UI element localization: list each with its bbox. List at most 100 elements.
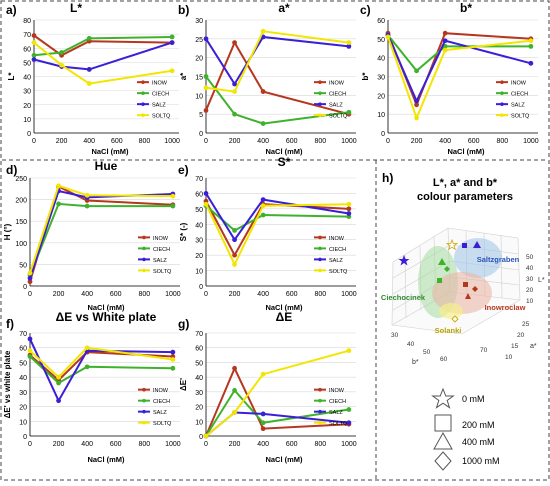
data-point-salz-c — [528, 60, 534, 66]
data-point-ciech-g — [260, 420, 266, 426]
series-line-salz-c — [387, 34, 532, 104]
data-point-ciech-a — [31, 52, 37, 58]
legend-diamond-icon — [434, 451, 452, 471]
x-tick-label-f: 600 — [110, 441, 122, 448]
x-tick-label-b: 0 — [204, 138, 208, 145]
l-tick-40: 40 — [526, 265, 534, 272]
legend-label-salz-g: SALZ — [329, 410, 343, 416]
data-point-soltq-d — [56, 183, 61, 189]
b-tick-30: 30 — [391, 332, 399, 339]
x-tick-label-f: 200 — [53, 441, 65, 448]
y-tick-label-a: 80 — [23, 18, 31, 25]
y-tick-label-a: 50 — [23, 60, 31, 67]
series-line-soltq-a — [33, 41, 173, 85]
x-tick-label-a: 200 — [56, 138, 68, 145]
y-tick-label-c: 50 — [377, 37, 385, 44]
legend-label-ciech-d: CIECH — [153, 247, 170, 253]
data-point-ciech-f — [56, 380, 61, 386]
legend-marker-salz-a — [141, 102, 145, 106]
chart-panel-e: e) S* 0 10 20 30 40 50 60 70 0 200 400 600 800 1000 NaCl… — [178, 155, 357, 312]
legend-marker-inow-g — [318, 387, 322, 392]
y-tick-label-g: 40 — [195, 375, 203, 382]
x-tick-label-f: 800 — [138, 441, 150, 448]
data-point-inow-d — [27, 279, 33, 285]
y-tick-label-f: 20 — [19, 405, 27, 412]
legend-label-ciech-f: CIECH — [153, 399, 170, 405]
legend-label-soltq-d: SOLTQ — [153, 269, 172, 275]
x-tick-label-b: 1000 — [341, 138, 357, 145]
legend-label-salz-e: SALZ — [329, 258, 343, 264]
data-point-soltq-f — [170, 357, 176, 362]
x-tick-label-d: 800 — [138, 291, 150, 298]
panel-h-title-line1: L*, a* and b* — [433, 177, 498, 189]
data-point-salz-f — [27, 336, 33, 342]
x-axis-label-a: NaCl (mM) — [91, 147, 129, 156]
chart-title-b: a* — [278, 1, 290, 15]
data-point-salz-f — [56, 398, 61, 404]
legend-label-ciech-g: CIECH — [329, 399, 346, 405]
data-point-soltq-a — [169, 68, 175, 74]
series-line-soltq-e — [205, 203, 349, 267]
x-tick-label-b: 600 — [286, 138, 298, 145]
legend-square-icon — [434, 414, 452, 432]
legend-label-soltq-c: SOLTQ — [511, 114, 530, 120]
data-point-salz-b — [346, 43, 352, 49]
x-tick-label-g: 600 — [286, 441, 298, 448]
data-point-soltq-c — [385, 34, 391, 40]
point-square-salz — [462, 243, 467, 248]
x-tick-label-d: 200 — [53, 291, 65, 298]
data-point-soltq-e — [346, 201, 352, 207]
data-point-inow-b — [260, 89, 266, 94]
series-line-inow-g — [205, 365, 349, 437]
legend-marker-soltq-g — [318, 420, 322, 425]
y-tick-label-b: 30 — [195, 18, 203, 25]
x-tick-label-g: 0 — [204, 441, 208, 448]
data-point-ciech-d — [84, 203, 90, 209]
l-tick-10: 10 — [526, 298, 534, 305]
y-tick-label-a: 10 — [23, 117, 31, 124]
x-tick-label-e: 600 — [286, 291, 298, 298]
scatter-points — [398, 238, 481, 323]
x-tick-label-b: 200 — [229, 138, 241, 145]
y-tick-label-b: 20 — [195, 56, 203, 63]
legend-marker-salz-c — [500, 102, 504, 106]
legend-marker-soltq-d — [142, 268, 146, 273]
x-axis-label-f: NaCl (mM) — [87, 455, 125, 464]
y-axis-label-f: ΔE' vs white plate — [3, 350, 12, 418]
series-line-soltq-d — [29, 184, 173, 274]
legend-marker-ciech-e — [318, 246, 322, 251]
data-point-salz-e — [346, 211, 352, 216]
x-tick-label-g: 200 — [229, 441, 241, 448]
cluster-label-ciechocinek: Ciechocinek — [381, 293, 426, 302]
y-tick-label-d: 100 — [15, 241, 27, 248]
data-point-soltq-a — [86, 81, 92, 86]
x-tick-label-a: 1000 — [164, 138, 180, 145]
series-line-soltq-g — [205, 349, 350, 437]
series-line-ciech-g — [205, 388, 350, 437]
legend-marker-salz-d — [142, 257, 146, 262]
legend-marker-inow-c — [500, 80, 504, 84]
data-point-salz-c — [442, 38, 448, 44]
y-tick-label-e: 70 — [195, 176, 203, 183]
y-tick-label-e: 60 — [195, 191, 203, 198]
legend-label-inow-a: INOW — [152, 81, 168, 87]
x-tick-label-a: 0 — [32, 138, 36, 145]
series-line-salz-a — [33, 41, 173, 71]
chart-panel-g: g) ΔE 0 10 20 30 40 50 60 70 0 200 400 600 800 1000 NaCl… — [178, 310, 357, 464]
legend-marker-inow-f — [142, 387, 146, 392]
y-tick-label-e: 40 — [195, 222, 203, 229]
legend-label-salz-c: SALZ — [511, 103, 525, 109]
chart-panel-f: f) ΔE vs White plate 0 10 20 30 40 50 60 70 0 200 40… — [3, 310, 181, 464]
series-line-salz-e — [205, 192, 350, 242]
y-tick-label-a: 0 — [27, 131, 31, 138]
data-point-inow-g — [260, 426, 266, 432]
legend-marker-ciech-g — [318, 398, 322, 403]
data-point-salz-f — [170, 349, 176, 355]
y-tick-label-a: 70 — [23, 32, 31, 39]
a-tick-25: 25 — [522, 321, 530, 328]
legend-label-ciech-a: CIECH — [152, 92, 169, 98]
chart-title-d: Hue — [95, 159, 118, 173]
data-point-soltq-c — [414, 115, 419, 121]
data-point-ciech-b — [260, 121, 266, 126]
data-point-salz-b — [203, 36, 209, 42]
